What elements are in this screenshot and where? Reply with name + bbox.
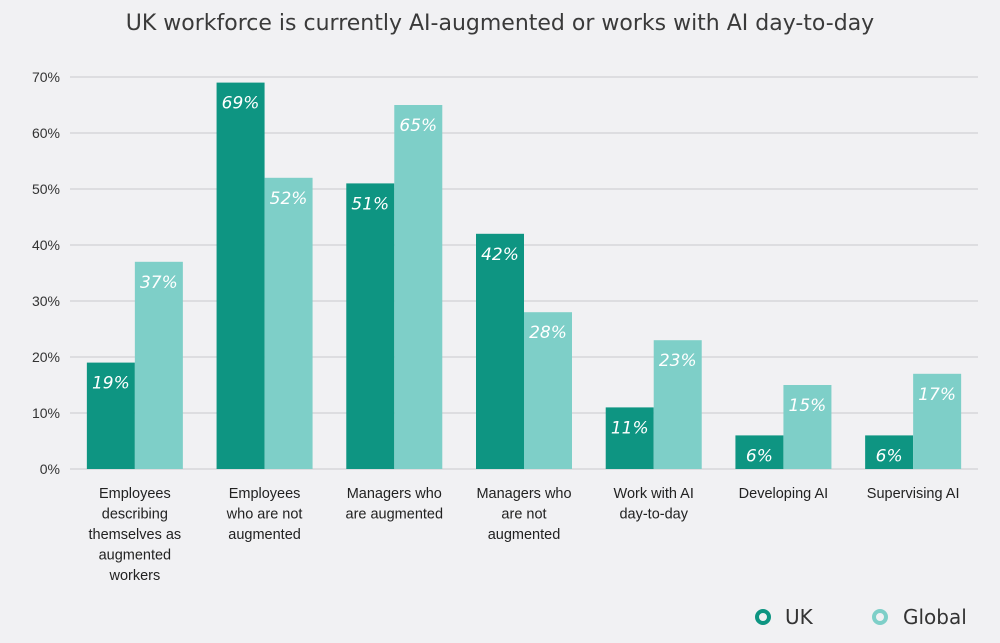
data-label: 51% xyxy=(351,194,389,214)
data-label: 65% xyxy=(399,116,437,136)
category-label: Employees describing themselves as augmente… xyxy=(89,486,182,584)
bar-global xyxy=(913,373,962,469)
bar-uk xyxy=(346,183,395,469)
y-tick-label: 50% xyxy=(32,181,60,197)
legend-marker-uk xyxy=(755,609,771,625)
legend-marker-global xyxy=(872,609,888,625)
data-label: 6% xyxy=(876,446,903,466)
y-tick-label: 10% xyxy=(32,405,60,421)
data-label: 69% xyxy=(222,94,260,114)
bar-uk xyxy=(86,362,135,469)
category-label: Employees who are not augmented xyxy=(226,486,303,543)
bar-global xyxy=(653,340,702,469)
bars-layer xyxy=(86,82,962,470)
data-labels-layer: 19% 37% 69% 52% 51% 65% 42% 28% 11% 23% 6% 15% 6% 17% xyxy=(92,94,956,467)
y-tick-label: 40% xyxy=(32,237,60,253)
y-tick-label: 60% xyxy=(32,125,60,141)
y-tick-label: 70% xyxy=(32,69,60,85)
data-label: 28% xyxy=(529,323,567,343)
bar-uk xyxy=(735,435,784,469)
data-label: 17% xyxy=(918,385,956,405)
data-label: 37% xyxy=(140,273,178,293)
bar-uk xyxy=(216,82,265,469)
bar-uk xyxy=(605,407,654,469)
category-label: Supervising AI xyxy=(867,486,960,502)
chart-title: UK workforce is currently AI-augmented o… xyxy=(126,11,874,36)
data-label: 11% xyxy=(611,418,649,438)
bar-global xyxy=(524,312,572,469)
data-label: 19% xyxy=(92,374,130,394)
data-label: 6% xyxy=(746,446,773,466)
data-label: 15% xyxy=(789,396,827,416)
bar-global xyxy=(783,385,832,469)
data-label: 52% xyxy=(270,189,308,209)
category-label: Developing AI xyxy=(739,486,828,502)
legend: UK Global xyxy=(755,605,967,629)
bar-global xyxy=(134,261,183,469)
y-tick-label: 30% xyxy=(32,293,60,309)
category-label: Work with AI day-to-day xyxy=(614,486,694,523)
legend-label-uk: UK xyxy=(785,605,814,629)
bar-global xyxy=(394,105,443,469)
y-tick-label: 0% xyxy=(40,461,60,477)
legend-label-global: Global xyxy=(903,605,967,629)
bar-global xyxy=(264,177,313,470)
category-label: Managers who are augmented xyxy=(346,486,444,523)
data-label: 23% xyxy=(659,351,697,371)
data-label: 42% xyxy=(481,245,519,265)
bar-uk xyxy=(476,233,524,469)
category-label: Managers who are not augmented xyxy=(476,486,571,543)
category-labels-layer: Employees describing themselves as augmente… xyxy=(89,486,960,584)
y-tick-label: 20% xyxy=(32,349,60,365)
bar-uk xyxy=(865,435,914,469)
